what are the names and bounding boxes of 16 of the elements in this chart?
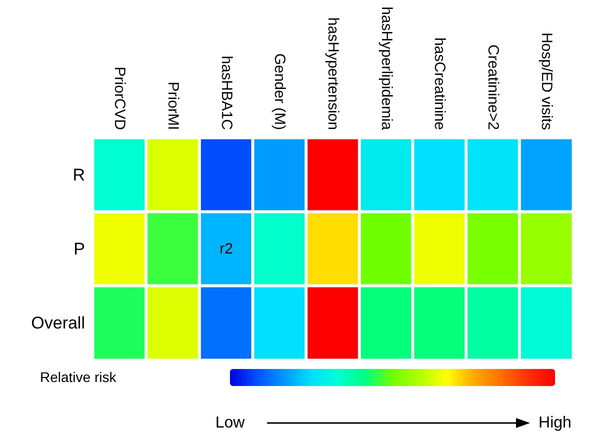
x-tick-label: PriorMI: [164, 82, 182, 130]
x-tick-label: PriorCVD: [111, 66, 128, 130]
x-tick-label: hasCreatinine: [431, 37, 448, 130]
color-bar-label: High: [538, 414, 572, 432]
y-tick-label: Overall: [31, 314, 85, 332]
x-tick-label: Hosp/ED visits: [538, 32, 555, 130]
x-tick-label: hasHypertension: [324, 17, 342, 130]
y-tick-label: P: [74, 240, 85, 258]
y-tick-label: R: [72, 166, 85, 184]
x-tick-label: Creatinine>2: [484, 44, 502, 130]
x-tick-label: hasHyperlipidemia: [378, 6, 395, 131]
color-bar-label: Low: [215, 414, 246, 432]
x-tick-label: hasHBA1C: [218, 56, 235, 130]
x-tick-label: Gender (M): [271, 53, 288, 130]
color-bar-title: Relative risk: [40, 369, 118, 385]
data-label: r2: [220, 240, 234, 258]
